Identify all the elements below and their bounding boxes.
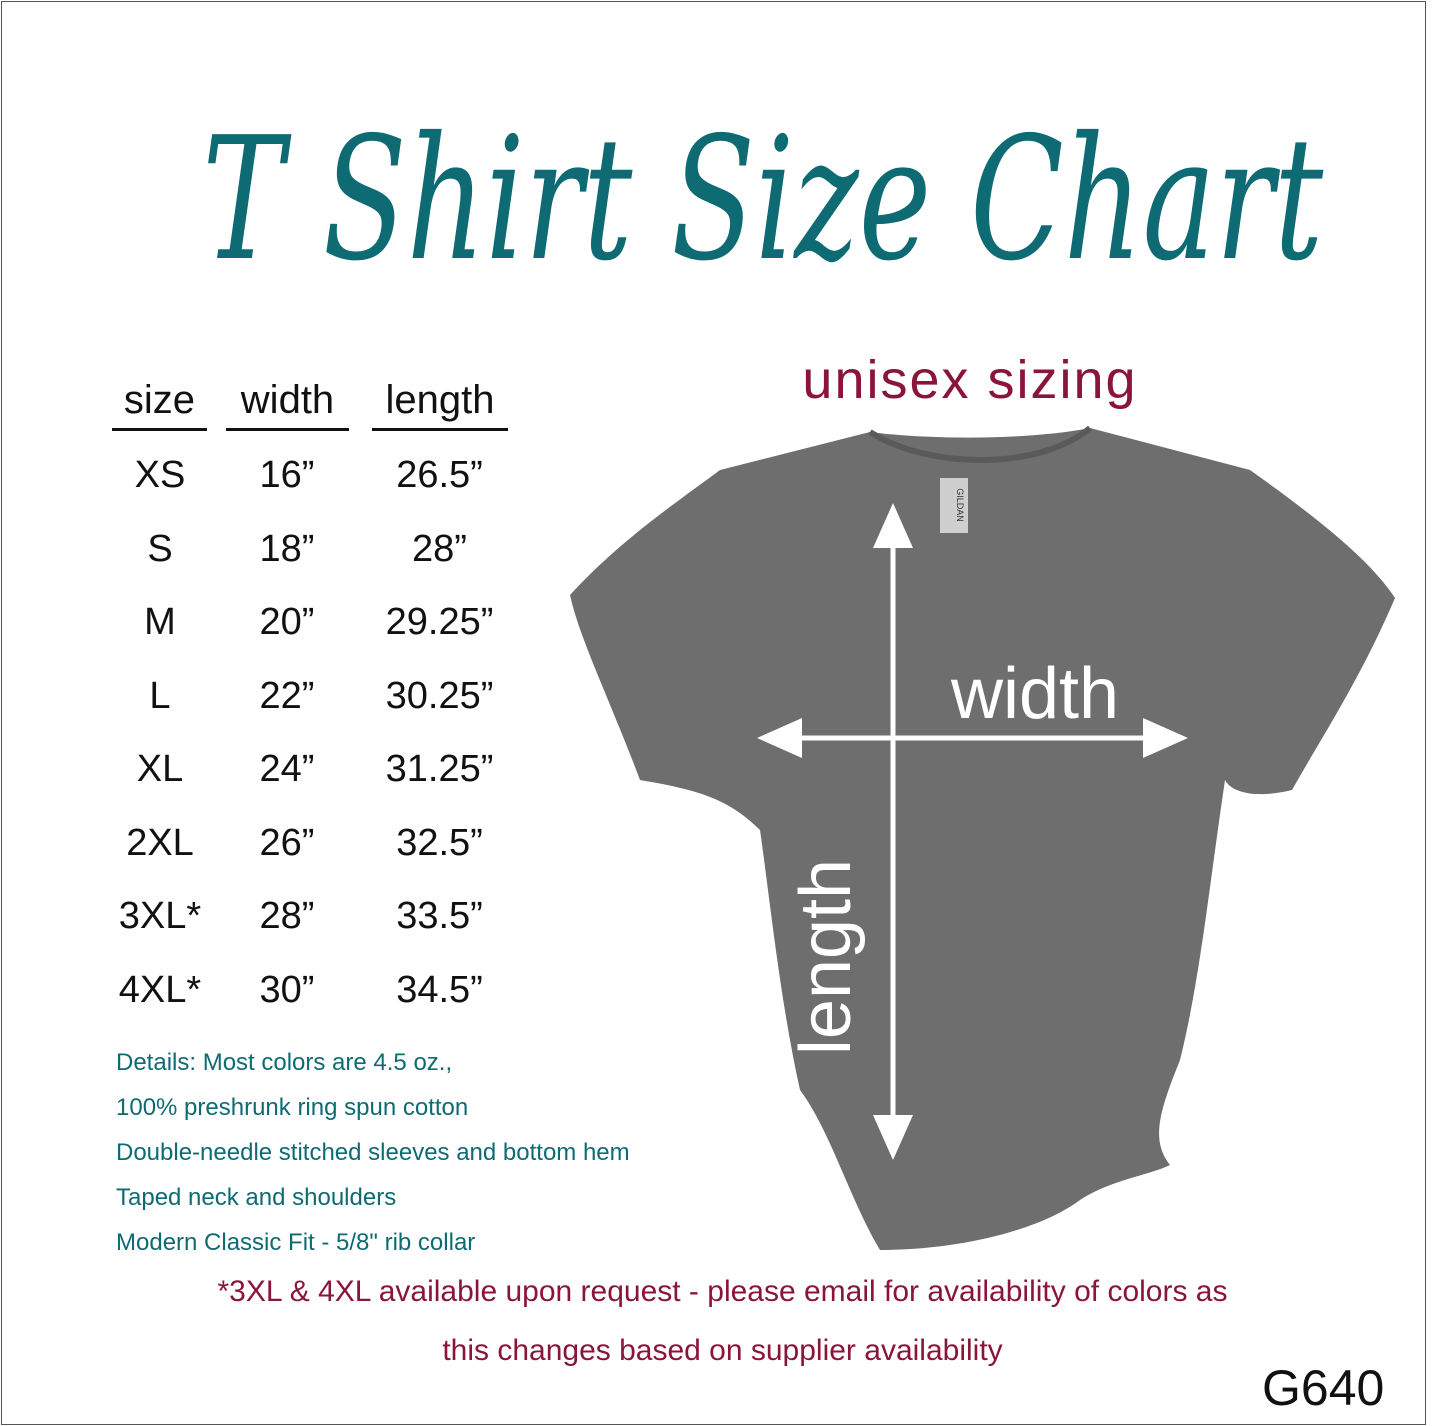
- header-size: size: [112, 372, 207, 431]
- header-width: width: [226, 372, 349, 431]
- cell-length: 29.25”: [385, 601, 494, 643]
- cell-width: 24”: [259, 748, 315, 790]
- cell-size: XL: [136, 748, 184, 790]
- product-code: G640: [1262, 1360, 1385, 1416]
- tshirt-image: [570, 428, 1395, 1250]
- detail-item: 100% preshrunk ring spun cotton: [116, 1094, 469, 1121]
- cell-width: 30”: [259, 968, 315, 1011]
- cell-length: 31.25”: [385, 748, 494, 790]
- length-arrow: [873, 503, 913, 1160]
- collar: [868, 425, 1092, 463]
- header-length: length: [372, 372, 508, 431]
- cell-size: 4XL*: [118, 968, 202, 1011]
- width-label: width: [950, 654, 1119, 734]
- cell-length: 28”: [412, 527, 467, 570]
- cell-length: 34.5”: [396, 968, 483, 1011]
- cell-size: XS: [134, 454, 186, 496]
- cell-width: 28”: [259, 895, 315, 937]
- detail-item: Details: Most colors are 4.5 oz.,: [116, 1049, 453, 1076]
- subtitle: unisex sizing: [802, 350, 1138, 410]
- length-label: length: [786, 859, 866, 1055]
- table-row: M 20” 29.25”: [0, 592, 560, 652]
- cell-width: 20”: [259, 601, 315, 643]
- cell-width: 22”: [259, 674, 315, 717]
- footnote-line-2: this changes based on supplier availabil…: [442, 1334, 1003, 1367]
- width-arrow: [757, 718, 1188, 758]
- cell-length: 32.5”: [396, 821, 483, 864]
- cell-size: 2XL: [126, 821, 194, 864]
- detail-item: Modern Classic Fit - 5/8" rib collar: [116, 1229, 476, 1256]
- page-title: T Shirt Size Chart: [202, 101, 1324, 299]
- table-row: 4XL* 30” 34.5”: [0, 960, 560, 1020]
- cell-size: M: [144, 601, 176, 643]
- table-row: 2XL 26” 32.5”: [0, 813, 560, 873]
- details-list: Details: Most colors are 4.5 oz., 100% p…: [116, 1040, 630, 1265]
- cell-length: 30.25”: [385, 674, 494, 717]
- table-row: 3XL* 28” 33.5”: [0, 886, 560, 946]
- cell-width: 26”: [259, 821, 315, 864]
- detail-item: Taped neck and shoulders: [116, 1184, 397, 1211]
- shirt-tag: [940, 478, 968, 533]
- cell-width: 16”: [259, 454, 315, 496]
- table-row: L 22” 30.25”: [0, 666, 560, 726]
- footnote-line-1: *3XL & 4XL available upon request - plea…: [217, 1275, 1228, 1308]
- table-row: S 18” 28”: [0, 519, 560, 579]
- cell-length: 26.5”: [396, 454, 483, 496]
- cell-length: 33.5”: [396, 895, 483, 937]
- table-row: XS 16” 26.5”: [0, 445, 560, 505]
- tag-brand: GILDAN: [955, 488, 965, 522]
- detail-item: Double-needle stitched sleeves and botto…: [116, 1139, 630, 1166]
- cell-size: L: [149, 674, 171, 717]
- cell-size: S: [147, 527, 173, 570]
- cell-width: 18”: [259, 527, 315, 570]
- cell-size: 3XL*: [118, 895, 202, 937]
- table-row: XL 24” 31.25”: [0, 739, 560, 799]
